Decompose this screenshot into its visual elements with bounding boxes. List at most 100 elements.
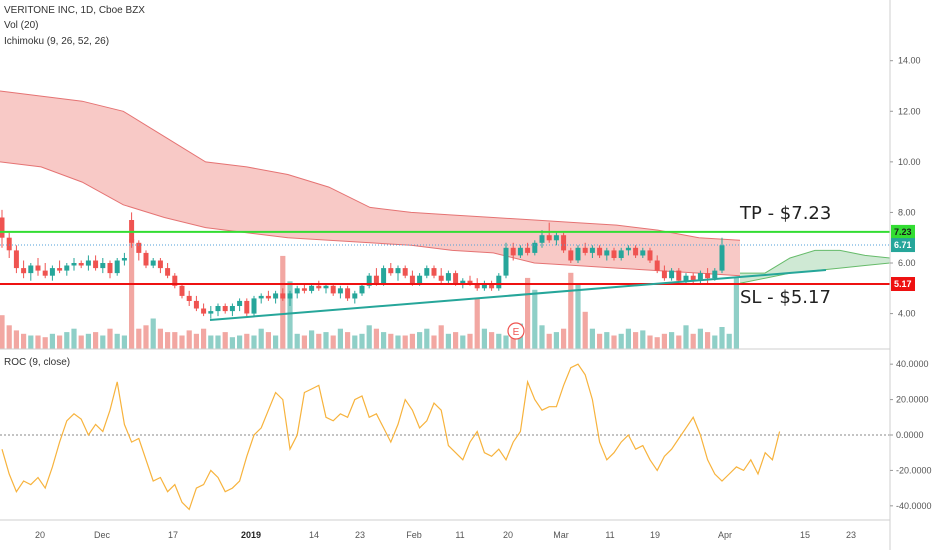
sl-annotation: SL - $5.17: [740, 287, 831, 308]
volume-bar: [337, 328, 343, 349]
volume-bar: [215, 335, 221, 349]
ichimoku-legend[interactable]: Ichimoku (9, 26, 52, 26): [4, 36, 110, 47]
roc-legend[interactable]: ROC (9, close): [4, 357, 71, 368]
volume-bar: [71, 328, 77, 349]
time-tick-label: 14: [309, 530, 319, 540]
candle: [359, 283, 365, 296]
candle-body: [719, 245, 725, 271]
candle-body: [13, 250, 19, 269]
candle: [330, 283, 336, 296]
volume-bar: [503, 335, 509, 349]
candle-body: [186, 295, 192, 301]
time-tick-label: 11: [455, 530, 464, 540]
volume-bar: [661, 333, 667, 349]
candle-body: [582, 247, 588, 253]
volume-bar: [553, 332, 559, 349]
candle: [517, 245, 523, 258]
candle: [273, 290, 279, 304]
candle-body: [294, 288, 300, 294]
volume-bar: [381, 332, 387, 349]
candle-body: [539, 235, 545, 243]
candle: [489, 280, 495, 291]
volume-bar: [237, 335, 243, 349]
candle-body: [78, 263, 84, 266]
candle: [640, 247, 646, 258]
roc-tick-label: 0.0000: [896, 430, 924, 440]
volume-bar: [150, 318, 156, 349]
time-tick-label: 17: [168, 530, 178, 540]
price-tick-label: 4.00: [898, 309, 916, 319]
candle: [121, 252, 127, 266]
time-tick-label: 19: [650, 530, 660, 540]
volume-bar: [287, 281, 293, 349]
candle-body: [517, 247, 523, 256]
candle-body: [510, 247, 516, 256]
candle-body: [705, 273, 711, 279]
candle: [503, 242, 509, 279]
volume-bar: [359, 333, 365, 349]
candle: [215, 303, 221, 317]
volume-bar: [244, 333, 250, 349]
volume-bar: [28, 335, 34, 349]
volume-bar: [597, 333, 603, 349]
volume-bar: [129, 239, 135, 349]
volume-bar: [345, 332, 351, 349]
volume-bar: [431, 335, 437, 349]
candle-body: [489, 283, 495, 289]
candle: [337, 285, 343, 299]
volume-bar: [546, 333, 552, 349]
volume-bar: [229, 337, 235, 349]
volume-bar: [172, 332, 178, 349]
time-tick-label: Mar: [553, 530, 569, 540]
candle-body: [532, 242, 538, 253]
candle: [316, 280, 322, 291]
volume-bar: [424, 328, 430, 349]
volume-bar: [6, 325, 12, 349]
volume-bar: [633, 332, 639, 349]
candle-body: [85, 260, 91, 266]
candle: [445, 270, 451, 284]
candle-body: [280, 293, 286, 299]
volume-bar: [705, 332, 711, 349]
roc-tick-label: -20.0000: [896, 465, 932, 475]
candle-body: [611, 250, 617, 258]
candle: [49, 265, 55, 281]
volume-bar: [561, 328, 567, 349]
candle: [265, 290, 271, 301]
candle-body: [330, 285, 336, 294]
volume-bar: [143, 325, 149, 349]
candle: [229, 303, 235, 317]
volume-bar: [78, 335, 84, 349]
candle: [172, 273, 178, 289]
candle-body: [57, 268, 63, 271]
volume-bar: [373, 328, 379, 349]
candle: [496, 273, 502, 291]
candle-body: [35, 265, 41, 271]
candle: [532, 240, 538, 256]
candle-body: [503, 247, 509, 276]
candle: [589, 245, 595, 258]
volume-bar: [136, 328, 142, 349]
volume-bar: [222, 332, 228, 349]
volume-bar: [589, 328, 595, 349]
candle-body: [229, 306, 235, 312]
trend-line: [209, 269, 827, 321]
candle: [280, 288, 286, 301]
symbol-legend[interactable]: VERITONE INC, 1D, Cboe BZX: [4, 5, 145, 16]
candle: [28, 263, 34, 281]
candle-body: [114, 260, 120, 274]
candle-body: [71, 263, 77, 266]
candle-body: [366, 275, 372, 286]
candle: [13, 245, 19, 274]
volume-bar: [265, 332, 271, 349]
sl-badge: [891, 277, 915, 292]
candle-body: [467, 280, 473, 284]
volume-bar: [100, 335, 106, 349]
volume-bar: [193, 333, 199, 349]
volume-bar: [64, 332, 70, 349]
candle: [539, 230, 545, 248]
candle-body: [697, 273, 703, 281]
volume-bar: [683, 325, 689, 349]
volume-legend[interactable]: Vol (20): [4, 20, 39, 31]
volume-bar: [474, 298, 480, 349]
